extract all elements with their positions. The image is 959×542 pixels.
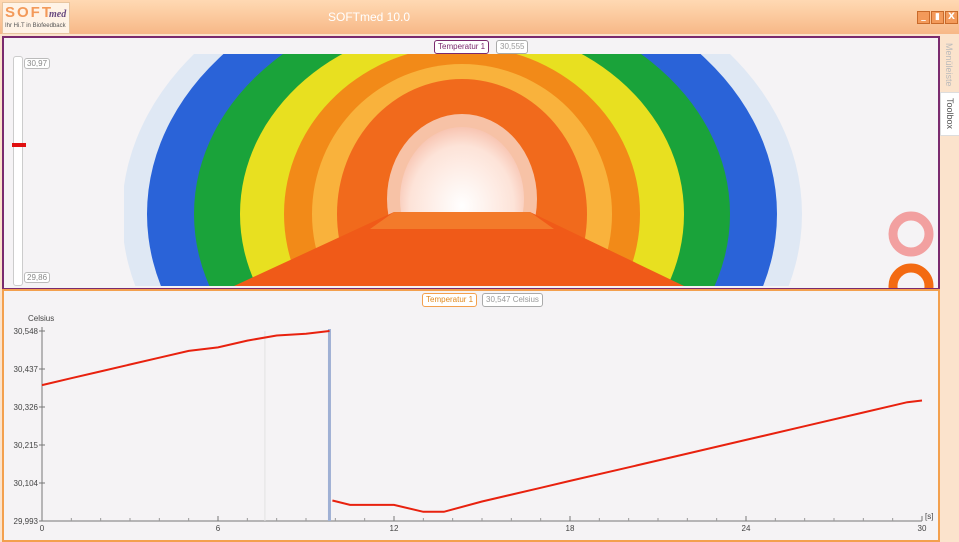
thermo-scale-bar (13, 56, 23, 286)
tab-toolbox[interactable]: Toolbox (940, 92, 959, 136)
thermo-channel-value: 30,555 (496, 40, 529, 54)
thermo-indicator-rings (888, 211, 934, 288)
maximize-button[interactable]: ▮ (931, 11, 944, 24)
x-tick-label: 30 (918, 524, 927, 533)
minimize-button[interactable]: _ (917, 11, 930, 24)
thermo-panel: Temperatur 1 30,555 30,97 29,86 (2, 36, 940, 290)
close-button[interactable]: X (945, 11, 958, 24)
logo-suffix: med (49, 9, 67, 20)
thermo-level-marker (12, 142, 26, 147)
title-bar: SOFT med Ihr Hi.T in Biofeedback SOFTmed… (0, 0, 959, 34)
chart-channel-value: 30,547 Celsius (482, 293, 543, 307)
y-tick-label: 30,437 (14, 365, 39, 374)
app-logo: SOFT med Ihr Hi.T in Biofeedback (2, 2, 70, 34)
temperature-chart: Celsius 30,548 30,437 30,326 30,215 30,104 29,… (14, 314, 934, 533)
tab-menuleiste[interactable]: Menüleiste (944, 43, 954, 87)
thermo-channel-label[interactable]: Temperatur 1 (434, 40, 490, 54)
y-tick-label: 30,215 (14, 441, 39, 450)
x-axis-unit: [s] (925, 512, 933, 521)
x-tick-label: 6 (216, 524, 221, 533)
logo-tagline: Ihr Hi.T in Biofeedback (5, 23, 66, 29)
x-tick-label: 24 (742, 524, 751, 533)
logo-text: SOFT (5, 4, 53, 21)
y-tick-label: 30,326 (14, 403, 39, 412)
right-sidebar (940, 36, 959, 542)
series-line-0 (41, 330, 330, 387)
chart-channel-label[interactable]: Temperatur 1 (422, 293, 478, 307)
x-tick-label: 0 (40, 524, 45, 533)
chart-panel: Temperatur 1 30,547 Celsius Celsius 30,54… (2, 289, 940, 542)
y-tick-label: 29,993 (14, 517, 39, 526)
scale-min-label: 29,86 (24, 272, 51, 283)
y-axis-label: Celsius (28, 314, 54, 323)
tunnel-visualization (124, 54, 802, 286)
time-cursor (327, 329, 331, 521)
app-title: SOFTmed 10.0 (328, 10, 411, 24)
y-tick-label: 30,548 (14, 327, 39, 336)
x-tick-label: 12 (390, 524, 399, 533)
x-tick-label: 18 (566, 524, 575, 533)
scale-max-label: 30,97 (24, 58, 51, 69)
series-line-1 (332, 399, 923, 513)
y-tick-label: 30,104 (14, 479, 39, 488)
